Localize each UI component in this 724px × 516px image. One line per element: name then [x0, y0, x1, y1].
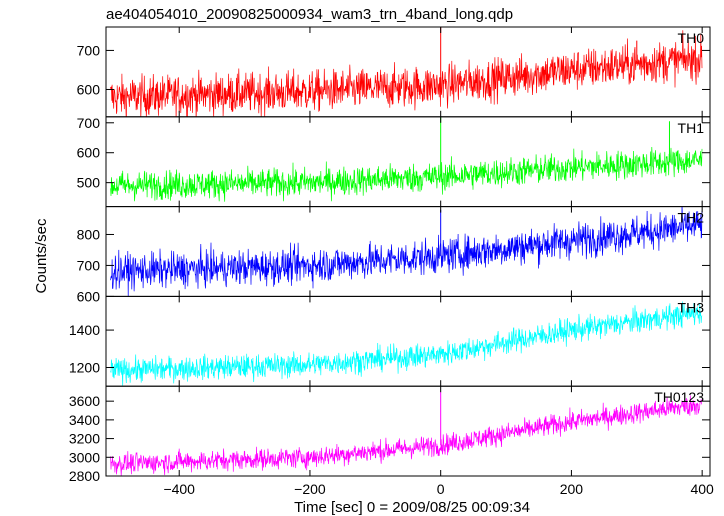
panel-label-th2: TH2	[678, 210, 705, 226]
y-axis-label: Counts/sec	[33, 218, 50, 294]
y-tick-label-th0: 700	[77, 42, 101, 58]
y-tick-label-th0: 600	[77, 81, 101, 97]
series-line-th1	[110, 146, 703, 202]
panel-label-th0: TH0	[678, 30, 705, 46]
panel-label-th1: TH1	[678, 120, 705, 136]
series-line-th0123	[110, 395, 703, 476]
y-tick-label-th0123: 3400	[69, 412, 100, 428]
y-tick-label-th0123: 2800	[69, 468, 100, 484]
chart-title: ae404054010_20090825000934_wam3_trn_4ban…	[106, 6, 513, 23]
series-line-th0	[110, 30, 703, 117]
panel-label-th0123: TH0123	[654, 389, 704, 405]
x-tick-label: 0	[437, 481, 445, 497]
y-tick-label-th1: 700	[77, 115, 101, 131]
panel-frame-th3	[105, 295, 711, 387]
series-line-th2	[110, 206, 703, 297]
y-tick-label-th3: 1200	[69, 359, 100, 375]
panel-frame-th2	[105, 206, 711, 297]
x-axis-label: Time [sec] 0 = 2009/08/25 00:09:34	[294, 499, 530, 516]
x-tick-label: 200	[560, 481, 584, 497]
y-tick-label-th2: 600	[77, 288, 101, 304]
panel-label-th3: TH3	[678, 299, 705, 315]
panels: 600 700 TH0 500 600 700 TH1 600 700 800 TH2 1200 140…	[69, 26, 714, 497]
panel-frame-th0123	[105, 385, 711, 477]
x-tick-label: 400	[690, 481, 714, 497]
x-tick-label: −400	[163, 481, 195, 497]
y-tick-label-th2: 700	[77, 257, 101, 273]
series-line-th3	[110, 301, 703, 386]
y-tick-label-th1: 500	[77, 175, 101, 191]
x-tick-label: −200	[294, 481, 326, 497]
y-tick-label-th0123: 3200	[69, 431, 100, 447]
y-tick-label-th0123: 3000	[69, 449, 100, 465]
y-tick-label-th2: 800	[77, 226, 101, 242]
y-tick-label-th1: 600	[77, 145, 101, 161]
y-tick-label-th0123: 3600	[69, 393, 100, 409]
y-tick-label-th3: 1400	[69, 322, 100, 338]
